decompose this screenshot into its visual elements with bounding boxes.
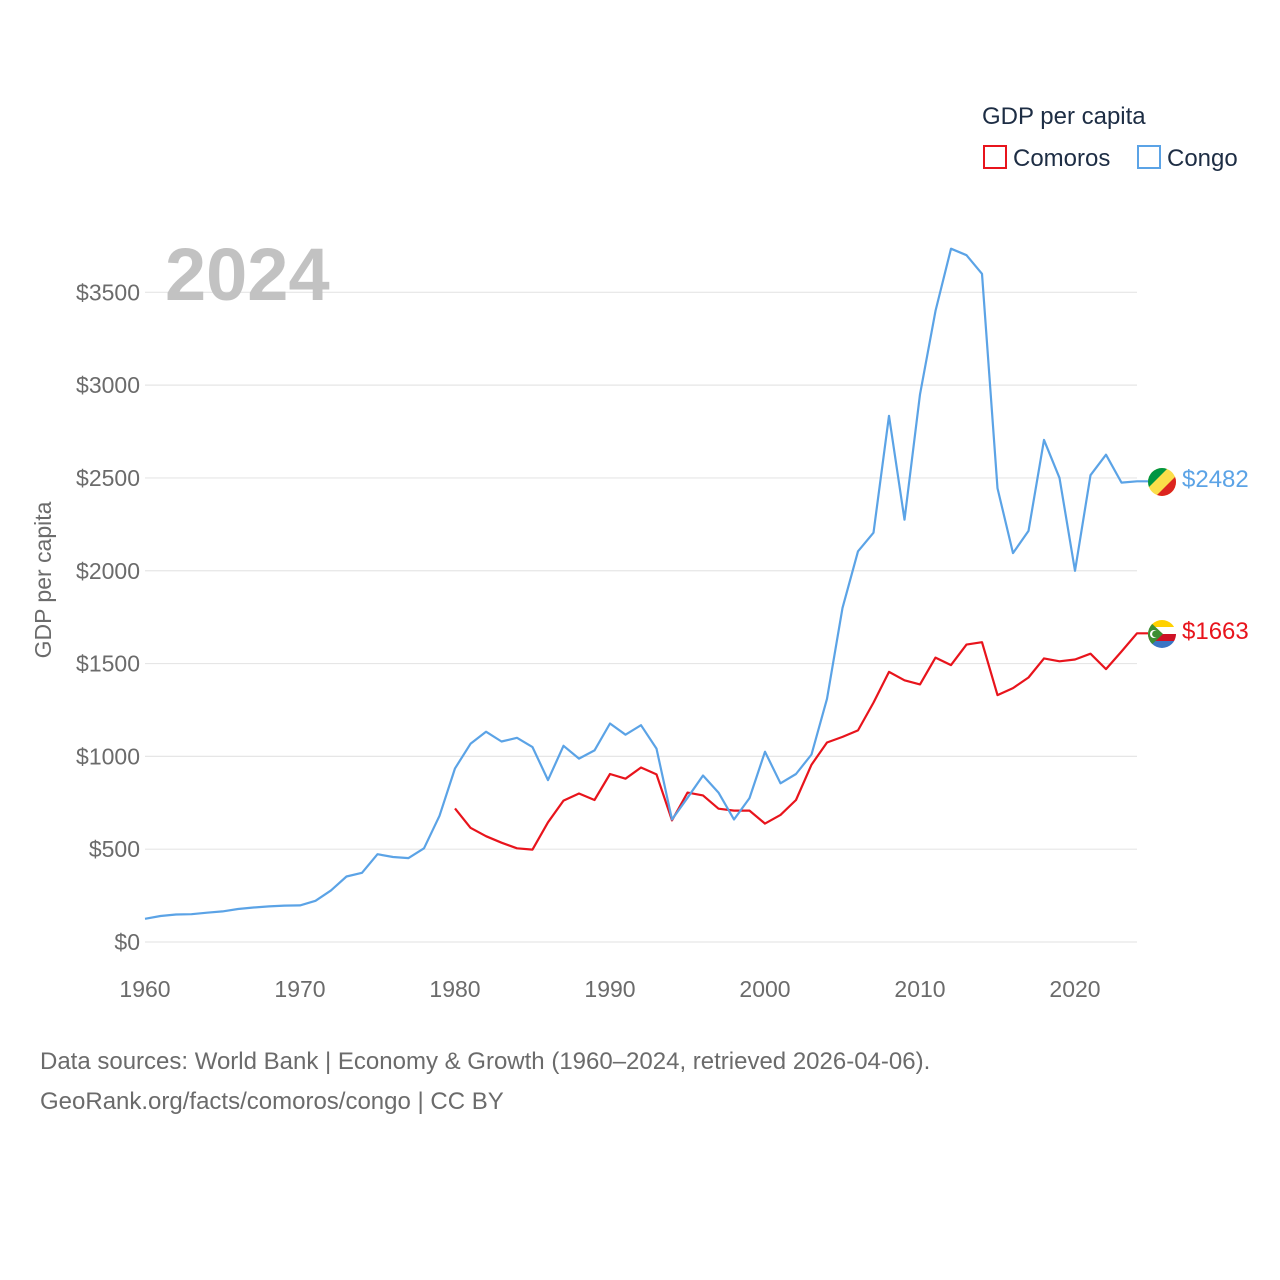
- comoros-flag-icon: [1148, 620, 1176, 648]
- x-tick-label: 1990: [584, 976, 635, 1002]
- legend-title: GDP per capita: [982, 103, 1146, 130]
- legend-label-comoros: Comoros: [1013, 145, 1110, 172]
- gridlines: [145, 291, 1137, 943]
- footer-link[interactable]: GeoRank.org/facts/comoros/congo | CC BY: [40, 1088, 504, 1115]
- legend-item-congo[interactable]: Congo: [1137, 145, 1238, 172]
- legend-swatch-comoros: [983, 145, 1007, 169]
- x-axis-ticks: 1960 1970 1980 1990 2000 2010 2020: [119, 976, 1100, 1002]
- x-tick-label: 2000: [739, 976, 790, 1002]
- x-tick-label: 1970: [274, 976, 325, 1002]
- x-tick-label: 1980: [429, 976, 480, 1002]
- congo-end-label: $2482: [1182, 466, 1249, 493]
- x-tick-label: 2020: [1049, 976, 1100, 1002]
- y-tick-label: $3500: [76, 279, 140, 305]
- legend-label-congo: Congo: [1167, 145, 1238, 172]
- y-tick-label: $1000: [76, 743, 140, 769]
- footer-sources: Data sources: World Bank | Economy & Gro…: [40, 1048, 931, 1075]
- footer: Data sources: World Bank | Economy & Gro…: [40, 1042, 930, 1122]
- year-label: 2024: [165, 233, 330, 316]
- series-line-comoros[interactable]: [454, 632, 1148, 851]
- congo-flag-icon: [1148, 468, 1176, 496]
- comoros-end-label: $1663: [1182, 618, 1249, 645]
- series-line-congo[interactable]: [144, 247, 1148, 920]
- y-axis-ticks: $0 $500 $1000 $1500 $2000 $2500 $3000 $3500: [76, 279, 140, 955]
- y-axis-label: GDP per capita: [30, 501, 56, 658]
- y-tick-label: $0: [114, 929, 140, 955]
- y-tick-label: $500: [89, 836, 140, 862]
- y-tick-label: $2500: [76, 465, 140, 491]
- legend-swatch-congo: [1137, 145, 1161, 169]
- series-group: [144, 247, 1148, 920]
- legend-item-comoros[interactable]: Comoros: [983, 145, 1110, 172]
- y-tick-label: $1500: [76, 651, 140, 677]
- y-tick-label: $3000: [76, 372, 140, 398]
- y-tick-label: $2000: [76, 558, 140, 584]
- x-tick-label: 2010: [894, 976, 945, 1002]
- x-tick-label: 1960: [119, 976, 170, 1002]
